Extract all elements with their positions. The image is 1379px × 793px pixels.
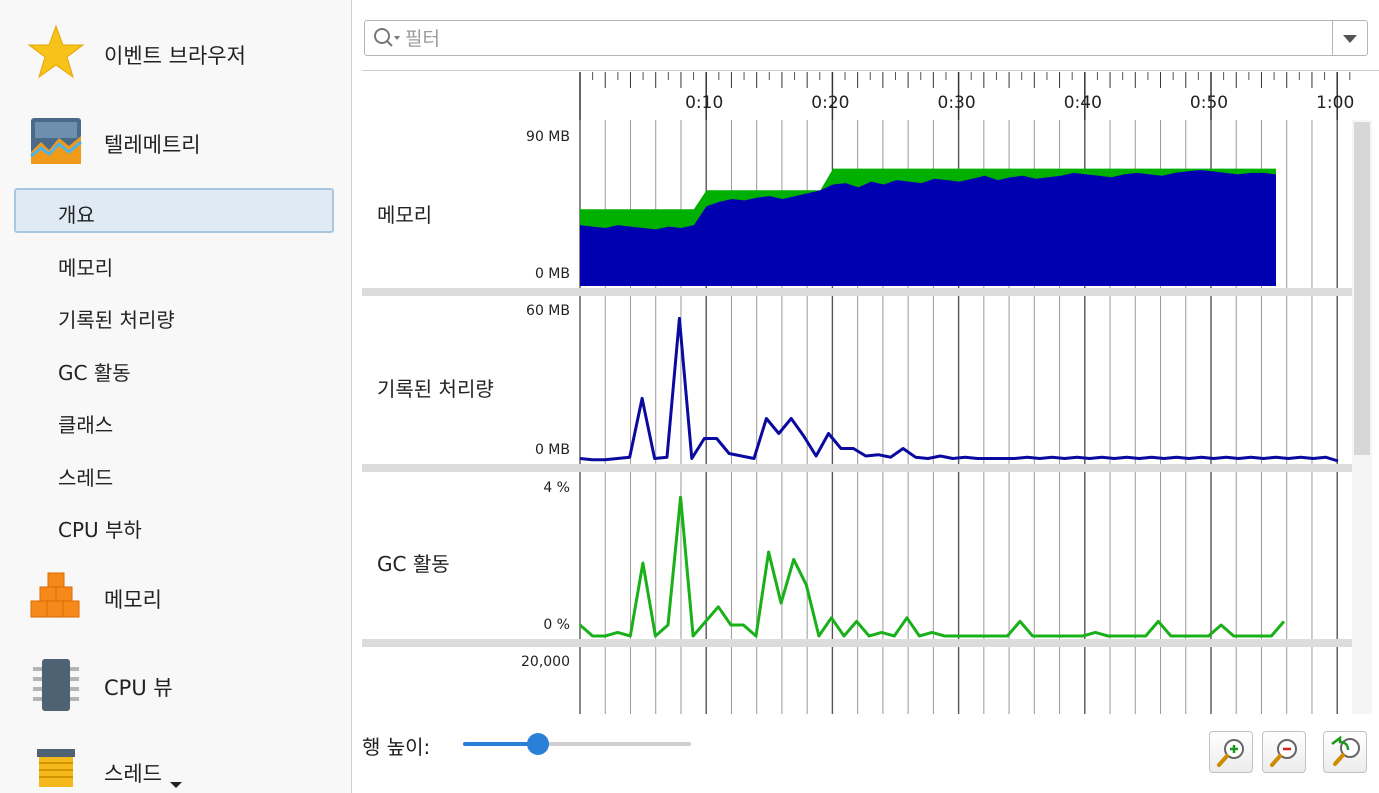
category-event-browser[interactable]: 이벤트 브라우저 xyxy=(0,18,351,88)
timeline-tick-label: 0:10 xyxy=(685,93,723,113)
category-threads[interactable]: 스레드 xyxy=(0,738,351,793)
category-label: 메모리 xyxy=(104,588,162,612)
divider xyxy=(362,70,1379,71)
reset-zoom-button[interactable] xyxy=(1323,731,1367,773)
sidebar-item-overview[interactable]: 개요 xyxy=(58,203,95,227)
category-cpu-view[interactable]: CPU 뷰 xyxy=(0,650,351,720)
slider-thumb[interactable] xyxy=(527,733,550,755)
row-label-gc-activity: GC 활동 xyxy=(377,552,450,576)
category-label: 이벤트 브라우저 xyxy=(104,44,246,68)
zoom-in-button[interactable] xyxy=(1209,731,1253,773)
timeline-tick-label: 1:00 xyxy=(1316,93,1354,113)
timeline-tick-label: 0:30 xyxy=(938,93,976,113)
sidebar-item-classes[interactable]: 클래스 xyxy=(58,413,114,437)
category-memory[interactable]: 메모리 xyxy=(0,563,351,633)
sidebar-item-cpu-load[interactable]: CPU 부하 xyxy=(58,518,142,542)
category-label: 텔레메트리 xyxy=(104,133,201,157)
search-icon xyxy=(374,28,400,47)
main-panel xyxy=(352,0,1379,793)
category-telemetry[interactable]: 텔레메트리 xyxy=(0,107,351,177)
timeline-tick-label: 0:20 xyxy=(811,93,849,113)
row-separator xyxy=(362,464,1352,472)
category-label: 스레드 xyxy=(104,762,162,786)
category-label: CPU 뷰 xyxy=(104,676,173,700)
y-min-label: 0 MB xyxy=(534,266,570,282)
y-min-label: 0 MB xyxy=(534,442,570,458)
y-max-label: 20,000 xyxy=(521,654,570,670)
sidebar-item-gc-activity[interactable]: GC 활동 xyxy=(58,361,131,385)
chevron-down-icon xyxy=(1343,35,1357,43)
sidebar-item-threads[interactable]: 스레드 xyxy=(58,466,114,490)
reset-zoom-icon xyxy=(1331,735,1360,766)
scrollbar-thumb[interactable] xyxy=(1354,122,1370,455)
y-max-label: 4 % xyxy=(543,480,570,496)
row-height-label: 행 높이: xyxy=(362,735,431,759)
row-label-recorded-throughput: 기록된 처리량 xyxy=(377,377,494,401)
y-max-label: 60 MB xyxy=(526,303,570,319)
throughput-line xyxy=(579,316,1339,463)
filter-box xyxy=(364,20,1368,56)
slider-fill xyxy=(463,742,539,746)
cpu-chip-icon xyxy=(33,659,79,711)
chevron-down-icon[interactable] xyxy=(169,780,183,790)
row-label-memory: 메모리 xyxy=(377,203,433,227)
row-height-slider[interactable] xyxy=(463,733,691,755)
row-separator xyxy=(362,639,1352,647)
selection-highlight xyxy=(14,188,334,233)
timeline-tick-label: 0:40 xyxy=(1064,93,1102,113)
filter-dropdown-button[interactable] xyxy=(1332,21,1367,55)
thread-spool-icon xyxy=(37,749,75,787)
row-separator xyxy=(362,288,1352,296)
filter-input[interactable] xyxy=(403,26,1287,52)
zoom-out-icon xyxy=(1270,739,1297,767)
y-min-label: 0 % xyxy=(543,617,570,633)
gc-activity-line xyxy=(579,495,1286,638)
star-icon xyxy=(27,24,85,79)
memory-cubes-icon xyxy=(30,572,80,618)
sidebar: 이벤트 브라우저 텔레메트리 개요 메모리 기록된 처리량 GC 활동 클래스 … xyxy=(0,0,352,793)
zoom-out-button[interactable] xyxy=(1262,731,1306,773)
telemetry-icon xyxy=(30,118,82,164)
sidebar-item-recorded-throughput[interactable]: 기록된 처리량 xyxy=(58,308,175,332)
zoom-in-icon xyxy=(1217,739,1244,767)
memory-used-heap-area xyxy=(580,170,1276,286)
timeline-tick-label: 0:50 xyxy=(1190,93,1228,113)
sidebar-item-memory[interactable]: 메모리 xyxy=(58,256,114,280)
y-max-label: 90 MB xyxy=(526,129,570,145)
